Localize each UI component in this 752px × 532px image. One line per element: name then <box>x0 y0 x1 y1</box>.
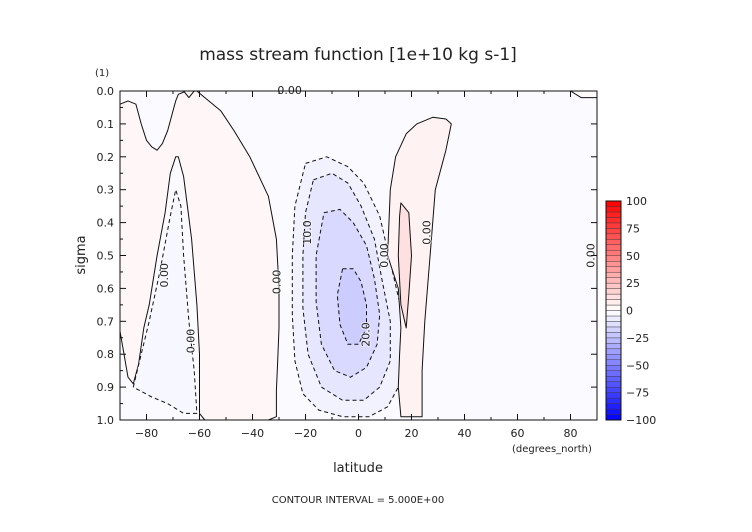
y-tick-label: 1.0 <box>97 414 115 427</box>
colorbar-tick-label: 25 <box>626 277 640 290</box>
colorbar-tick-label: 50 <box>626 250 640 263</box>
y-tick-label: 0.6 <box>97 282 115 295</box>
colorbar-swatch <box>605 332 622 339</box>
colorbar-swatch <box>605 261 622 267</box>
y-tick-label: 0.2 <box>97 151 115 164</box>
colorbar-swatch <box>605 365 622 371</box>
x-tick-label: −20 <box>294 427 317 440</box>
y-tick-label: 0.0 <box>97 85 115 98</box>
colorbar-swatch <box>605 414 622 421</box>
x-tick-label: 40 <box>458 427 472 440</box>
colorbar-swatch <box>605 239 622 245</box>
x-tick-label: −60 <box>188 427 211 440</box>
contour-label: 0.00 <box>185 329 198 354</box>
y-tick-label: 0.1 <box>97 118 115 131</box>
colorbar-swatch <box>605 403 622 410</box>
contour-nh-cell <box>387 116 452 418</box>
x-tick-label: −80 <box>135 427 158 440</box>
x-tick-label: 0 <box>355 427 362 440</box>
colorbar-swatch <box>605 348 622 355</box>
colorbar-swatch <box>605 304 622 311</box>
colorbar-swatch <box>605 337 622 344</box>
y-tick-label: 0.4 <box>97 217 115 230</box>
contour-label: 0.00 <box>158 263 171 288</box>
contour-sh-polar-cell <box>119 90 280 421</box>
colorbar-swatch <box>605 282 622 289</box>
colorbar-swatch <box>605 343 622 350</box>
contour-interval-note: CONTOUR INTERVAL = 5.000E+00 <box>272 495 444 506</box>
y-tick-label: 0.5 <box>97 250 115 263</box>
colorbar-swatch <box>605 228 622 235</box>
x-unit-label: (degrees_north) <box>512 444 592 455</box>
x-axis-label: latitude <box>333 461 383 476</box>
colorbar-tick-label: −50 <box>626 359 649 372</box>
colorbar-swatch <box>605 299 622 306</box>
x-tick-label: −40 <box>241 427 264 440</box>
colorbar-swatch <box>605 381 622 388</box>
colorbar-swatch <box>605 310 622 317</box>
contour-sh-inner-cell <box>132 189 198 414</box>
y-tick-label: 0.3 <box>97 184 115 197</box>
colorbar-swatch <box>605 200 622 207</box>
colorbar-swatch <box>605 233 622 240</box>
x-tick-label: 20 <box>405 427 419 440</box>
colorbar-swatch <box>605 211 622 218</box>
colorbar-swatch <box>605 315 622 322</box>
contour-hadley-cell-20 <box>336 268 367 345</box>
colorbar-swatch <box>605 277 622 284</box>
colorbar-swatch <box>605 217 622 224</box>
colorbar-swatch <box>605 397 622 404</box>
contour-label: 10.0 <box>301 220 314 245</box>
colorbar-swatch <box>605 359 622 366</box>
y-tick-label: 0.7 <box>97 315 115 328</box>
colorbar-swatch <box>605 386 622 393</box>
colorbar-tick-label: 0 <box>626 305 633 318</box>
colorbar-swatch <box>605 222 622 229</box>
colorbar-swatch <box>605 293 622 300</box>
colorbar-swatch <box>605 354 622 360</box>
x-tick-label: 80 <box>564 427 578 440</box>
colorbar-swatch <box>605 266 622 273</box>
y-tick-label: 0.8 <box>97 348 115 361</box>
colorbar-swatch <box>605 392 622 399</box>
colorbar-swatch <box>605 271 622 278</box>
colorbar-swatch <box>605 255 622 262</box>
colorbar-tick-label: 75 <box>626 222 640 235</box>
contour-label: 0.00 <box>271 270 284 295</box>
colorbar-swatch <box>605 206 622 213</box>
y-tick-label: 0.9 <box>97 381 115 394</box>
colorbar-swatch <box>605 250 622 256</box>
contour-nh-cell-core <box>397 202 412 329</box>
colorbar-swatch <box>605 244 622 251</box>
contour-label: 0.00 <box>378 243 391 268</box>
colorbar-swatch <box>605 408 622 415</box>
plot-area <box>119 90 598 421</box>
colorbar: 100 75 50 25 0 −25 −50 −75 −100 <box>605 195 656 427</box>
colorbar-swatch <box>605 376 622 382</box>
contour-label: 20.0 <box>359 322 372 347</box>
colorbar-swatch <box>605 288 622 295</box>
colorbar-tick-label: −75 <box>626 387 649 400</box>
y-unit-label: (1) <box>95 68 109 79</box>
colorbar-swatch <box>605 326 622 333</box>
colorbar-tick-label: 100 <box>626 195 647 208</box>
colorbar-tick-label: −25 <box>626 332 649 345</box>
colorbar-swatch <box>605 370 622 377</box>
colorbar-swatch <box>605 321 622 328</box>
contour-label: 0.00 <box>420 220 433 245</box>
chart-title: mass stream function [1e+10 kg s-1] <box>199 45 517 65</box>
colorbar-tick-label: −100 <box>626 414 656 427</box>
colorbar-frame <box>605 200 622 421</box>
x-tick-label: 60 <box>511 427 525 440</box>
y-axis-label: sigma <box>74 235 89 274</box>
axes: −80 −60 −40 −20 0 20 40 60 80 0.0 0.1 0.2 0.3 0.4 0.5 0… <box>97 85 598 440</box>
